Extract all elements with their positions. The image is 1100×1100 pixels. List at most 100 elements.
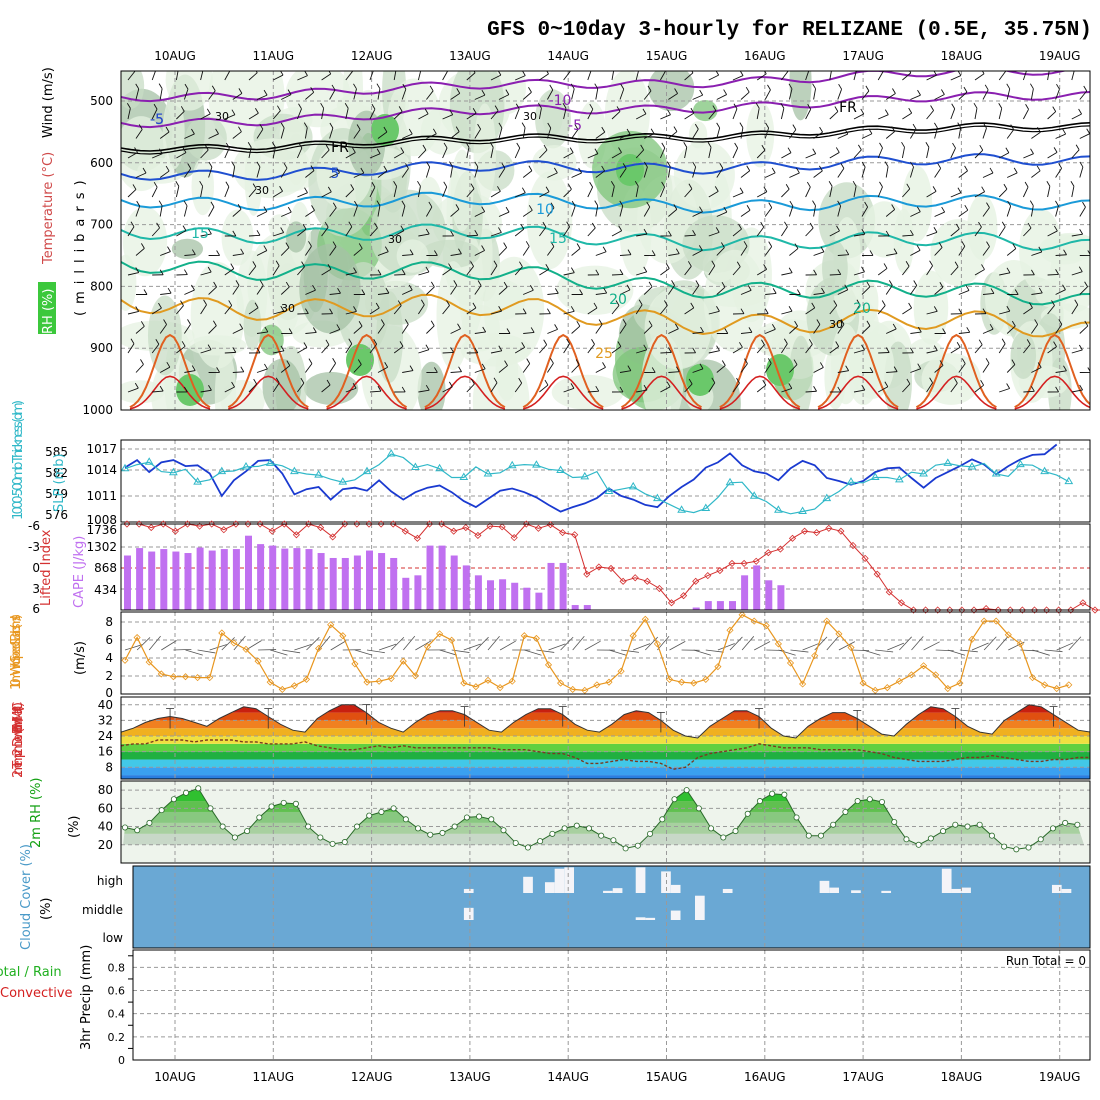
- temp-tick: 16: [98, 745, 113, 759]
- wind-barb-flag: [182, 147, 187, 153]
- cloud-bar-middle: [695, 895, 705, 920]
- wind-barb: [635, 113, 647, 120]
- wind-barb: [184, 133, 195, 139]
- wind-barb: [522, 127, 526, 139]
- wind-barb: [829, 186, 833, 198]
- wind-barb: [619, 168, 627, 178]
- wind-barb: [563, 108, 567, 120]
- wind-barb: [950, 228, 960, 237]
- li-marker: [280, 520, 288, 528]
- wind-barb-flag: [638, 299, 643, 305]
- wind-barb: [861, 325, 871, 334]
- wind-barb-flag: [263, 206, 268, 212]
- wind-barb-flag: [538, 102, 542, 109]
- wind-barb-flag: [458, 366, 462, 372]
- wind-marker: [242, 645, 250, 653]
- cape-bar: [571, 605, 579, 610]
- wind-barb: [184, 370, 196, 373]
- wind-barb: [886, 371, 898, 373]
- wind-barb-flag: [543, 144, 548, 151]
- wind-barb-flag: [252, 261, 257, 267]
- wind-barb: [450, 253, 462, 256]
- wind-barb: [418, 149, 427, 159]
- rh-shading: [121, 71, 1090, 410]
- wind-barb-flag: [126, 103, 131, 109]
- wind-barb: [910, 368, 921, 373]
- wind-barb: [176, 152, 187, 159]
- wind-barb-flag: [135, 306, 140, 312]
- wind-barb-flag: [963, 86, 968, 93]
- wind-barb-flag: [828, 181, 833, 187]
- wind-barb-flag: [225, 181, 230, 188]
- wind-barb: [877, 186, 883, 198]
- wind-barb: [353, 248, 363, 256]
- wind-barb: [950, 147, 956, 159]
- wind-barb: [982, 127, 987, 139]
- wind-barb: [539, 73, 549, 81]
- li-marker: [825, 524, 833, 532]
- wind-barb-flag: [256, 230, 261, 236]
- rh-marker: [891, 819, 898, 826]
- wind-barb: [1023, 307, 1033, 315]
- wind-barb-flag: [925, 142, 930, 148]
- cloud-bar-high: [523, 876, 533, 893]
- wind-barb-flag: [272, 141, 276, 148]
- wind-barb-flag: [1011, 359, 1016, 365]
- li-marker: [244, 520, 252, 528]
- wind-barb-flag: [134, 382, 139, 389]
- rh-blob: [850, 332, 895, 399]
- wind-barb-flag: [1072, 64, 1075, 69]
- wind-barb: [740, 363, 748, 373]
- wind-barb: [329, 207, 337, 217]
- wind-marker: [472, 683, 480, 691]
- li-marker: [389, 520, 397, 528]
- wind-barb: [643, 325, 653, 334]
- thickness-marker: [919, 468, 928, 477]
- wind-barb: [1055, 89, 1060, 100]
- wind-barb: [523, 331, 535, 334]
- wind-barb-flag: [789, 200, 794, 207]
- wind-barb-flag: [683, 141, 688, 148]
- wind-barb-flag: [528, 205, 533, 211]
- wind-barb: [950, 75, 962, 81]
- wind-barb: [999, 310, 1010, 315]
- wind-barb-flag: [620, 83, 625, 90]
- wind-barb: [273, 310, 284, 315]
- wind-barb-flag: [455, 126, 460, 132]
- wind-barb-flag: [594, 148, 599, 154]
- wind-barb: [934, 94, 945, 100]
- rh-marker: [341, 839, 348, 846]
- wind-barb: [902, 307, 912, 315]
- wind-barb: [1055, 289, 1066, 295]
- wind-barb-flag: [1029, 83, 1034, 89]
- contour-label: 30: [523, 110, 537, 123]
- wind-barb: [926, 265, 933, 276]
- cape-bar: [535, 592, 543, 610]
- wind-barb-flag: [981, 264, 985, 270]
- wind-barb: [224, 268, 235, 276]
- wind-barb-flag: [964, 204, 969, 211]
- wind-marker: [980, 617, 988, 625]
- wind-barb-flag: [691, 71, 694, 74]
- wind-barb: [740, 170, 750, 178]
- li-marker: [571, 531, 579, 539]
- wind-barb-flag: [893, 248, 898, 254]
- wind-barb-flag: [434, 367, 438, 373]
- rh-marker: [610, 837, 617, 844]
- cape-bar: [462, 565, 470, 610]
- wind-barb-flag: [912, 123, 917, 130]
- wind-barb-flag: [1055, 386, 1059, 393]
- run-total: Run Total = 0: [1006, 954, 1086, 968]
- wind-barb-flag: [159, 385, 164, 392]
- wind-barb-flag: [836, 225, 840, 232]
- wind-barb: [151, 186, 158, 198]
- wind-barb-flag: [763, 186, 768, 192]
- wind-barb: [377, 324, 385, 334]
- wind-barb: [200, 113, 211, 120]
- rh-blob: [304, 371, 359, 405]
- wind-barb-flag: [844, 284, 849, 291]
- wind-barb-flag: [255, 108, 259, 114]
- rh-marker: [830, 821, 837, 828]
- wind-barb: [232, 131, 242, 139]
- wind-barb: [305, 363, 313, 373]
